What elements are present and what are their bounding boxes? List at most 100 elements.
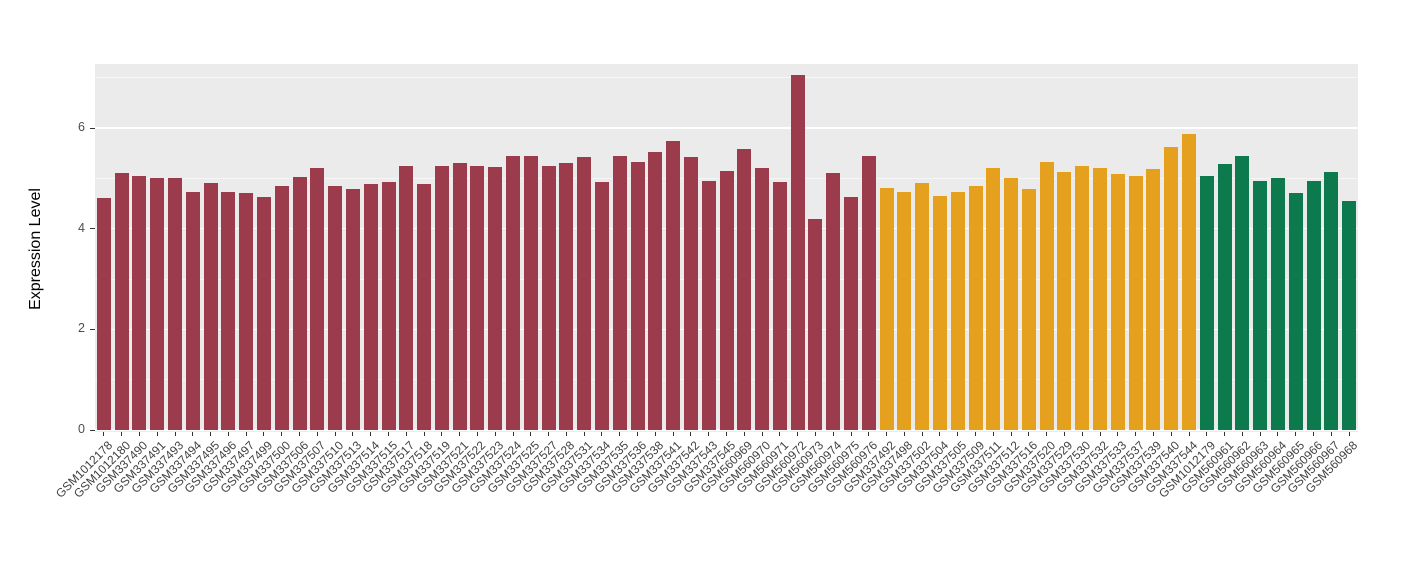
bar xyxy=(772,182,787,430)
y-axis-tick-label: 6 xyxy=(78,120,85,135)
x-axis-tick xyxy=(583,432,585,436)
bar xyxy=(452,163,467,430)
x-axis-tick xyxy=(494,432,496,436)
x-axis-tick xyxy=(797,432,799,436)
x-axis-tick xyxy=(121,432,123,436)
x-axis-tick xyxy=(939,432,941,436)
bar xyxy=(417,184,432,430)
x-axis-tick xyxy=(441,432,443,436)
bar xyxy=(1182,134,1196,430)
bar xyxy=(755,168,770,430)
y-axis-tick-label: 0 xyxy=(78,422,85,436)
bar xyxy=(683,157,698,430)
x-axis-tick xyxy=(316,432,318,436)
bar xyxy=(274,185,289,430)
bar xyxy=(808,218,823,430)
x-axis-tick xyxy=(103,432,105,436)
x-axis-tick xyxy=(1081,432,1083,436)
x-axis-tick xyxy=(1206,432,1208,436)
bar xyxy=(932,195,947,430)
major-gridline xyxy=(95,127,1358,129)
bar xyxy=(986,168,1001,430)
major-gridline xyxy=(95,429,1358,431)
x-axis-tick xyxy=(423,432,425,436)
bar xyxy=(310,168,325,430)
bar xyxy=(488,167,503,430)
x-axis-tick xyxy=(672,432,674,436)
y-axis-tick xyxy=(90,429,95,431)
x-axis-tick xyxy=(1241,432,1243,436)
x-axis-tick xyxy=(1010,432,1012,436)
bar xyxy=(1199,175,1214,430)
x-axis-tick xyxy=(1135,432,1137,436)
x-axis-tick xyxy=(174,432,176,436)
bar xyxy=(506,155,521,430)
bar xyxy=(328,185,343,430)
bar xyxy=(701,180,716,430)
y-axis-tick xyxy=(90,328,95,330)
x-axis-tick xyxy=(263,432,265,436)
bar xyxy=(1306,180,1321,430)
bar xyxy=(648,152,663,430)
x-axis-tick xyxy=(619,432,621,436)
x-axis-tick xyxy=(1259,432,1261,436)
bar xyxy=(950,192,965,430)
x-axis-tick xyxy=(975,432,977,436)
bar xyxy=(256,197,271,430)
bar xyxy=(1253,180,1268,430)
bar xyxy=(666,140,681,430)
x-axis-tick xyxy=(138,432,140,436)
x-axis-tick xyxy=(850,432,852,436)
bar xyxy=(1093,168,1108,430)
x-axis-tick xyxy=(1063,432,1065,436)
bar xyxy=(1235,155,1250,430)
bar xyxy=(879,188,894,430)
bar xyxy=(132,175,147,430)
bar xyxy=(1164,147,1179,430)
x-axis-tick xyxy=(245,432,247,436)
bar xyxy=(612,155,627,430)
x-axis-tick xyxy=(1046,432,1048,436)
bar xyxy=(239,193,254,430)
x-axis-tick xyxy=(921,432,923,436)
bar xyxy=(221,192,236,430)
x-axis-tick xyxy=(281,432,283,436)
x-axis-tick xyxy=(210,432,212,436)
bar xyxy=(185,192,200,430)
x-axis-tick xyxy=(868,432,870,436)
bar xyxy=(1217,164,1232,430)
x-axis-tick xyxy=(743,432,745,436)
x-axis-tick xyxy=(370,432,372,436)
x-axis-tick xyxy=(405,432,407,436)
x-axis-tick xyxy=(726,432,727,436)
x-axis-tick xyxy=(814,432,816,436)
bar xyxy=(1110,174,1125,430)
x-axis-tick xyxy=(1170,432,1172,436)
x-axis-tick xyxy=(1099,432,1101,436)
bar xyxy=(826,173,841,430)
bar xyxy=(1288,193,1303,430)
y-axis-tick xyxy=(90,127,95,129)
x-axis-tick xyxy=(388,432,389,436)
y-axis-tick xyxy=(90,228,95,230)
bar xyxy=(1004,178,1019,430)
bar xyxy=(150,178,165,430)
bar xyxy=(96,198,111,430)
x-axis-tick xyxy=(779,432,781,436)
x-axis-tick xyxy=(459,432,461,436)
x-axis-tick xyxy=(530,432,532,436)
bar xyxy=(559,163,574,430)
bar xyxy=(737,149,752,430)
minor-gridline xyxy=(95,77,1358,79)
bar xyxy=(968,185,983,430)
bar xyxy=(399,165,414,430)
bar xyxy=(915,183,930,430)
bar xyxy=(292,177,307,430)
bar xyxy=(1146,169,1161,430)
bar xyxy=(114,173,129,430)
x-axis-tick xyxy=(512,432,514,436)
bar xyxy=(345,189,360,430)
x-axis-tick xyxy=(992,432,994,436)
